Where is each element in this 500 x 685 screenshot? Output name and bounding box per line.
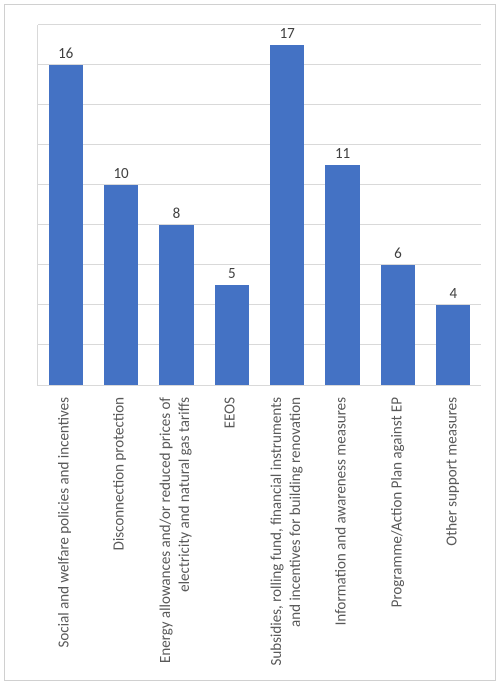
category-label-slot: Information and awareness measures xyxy=(315,393,371,672)
category-label: Disconnection protection xyxy=(111,397,130,679)
bar-slot: 11 xyxy=(315,25,370,385)
bar-rect xyxy=(104,185,138,385)
category-label: Subsidies, rolling fund, financial instr… xyxy=(268,397,306,679)
category-label-slot: Programme/Action Plan against EP xyxy=(370,393,426,672)
category-label: Other support measures xyxy=(444,397,463,679)
category-label-slot: EEOS xyxy=(204,393,260,672)
bar-rect xyxy=(159,225,193,385)
category-label: Social and welfare policies and incentiv… xyxy=(55,397,74,679)
bar-slot: 8 xyxy=(149,25,204,385)
bar-slot: 6 xyxy=(370,25,425,385)
bar-rect xyxy=(215,285,249,385)
bar-rect xyxy=(270,45,304,385)
bars-group: 16 10 8 5 17 11 6 4 xyxy=(38,25,481,385)
category-label: Information and awareness measures xyxy=(333,397,352,679)
category-label: Energy allowances and/or reduced prices … xyxy=(157,397,195,679)
bar-value-label: 10 xyxy=(93,165,148,183)
bar-value-label: 8 xyxy=(149,205,204,223)
category-label-slot: Social and welfare policies and incentiv… xyxy=(37,393,93,672)
bar-slot: 4 xyxy=(426,25,481,385)
bar-chart: 16 10 8 5 17 11 6 4 Social and welfare policies… xyxy=(4,4,496,681)
bar-value-label: 4 xyxy=(426,285,481,303)
bar-value-label: 11 xyxy=(315,145,370,163)
bar-value-label: 5 xyxy=(204,265,259,283)
bar-slot: 17 xyxy=(260,25,315,385)
bar-value-label: 17 xyxy=(260,25,315,43)
category-label-slot: Other support measures xyxy=(426,393,482,672)
bar-rect xyxy=(325,165,359,385)
bar-rect xyxy=(381,265,415,385)
category-labels: Social and welfare policies and incentiv… xyxy=(37,393,481,672)
bar-rect xyxy=(436,305,470,385)
category-label-slot: Energy allowances and/or reduced prices … xyxy=(148,393,204,672)
category-label: Programme/Action Plan against EP xyxy=(388,397,407,679)
bar-slot: 5 xyxy=(204,25,259,385)
bar-slot: 16 xyxy=(38,25,93,385)
plot-area: 16 10 8 5 17 11 6 4 xyxy=(37,25,481,386)
bar-rect xyxy=(49,65,83,385)
category-label: EEOS xyxy=(222,397,241,679)
bar-value-label: 6 xyxy=(370,245,425,263)
bar-slot: 10 xyxy=(93,25,148,385)
category-label-slot: Disconnection protection xyxy=(93,393,149,672)
category-label-slot: Subsidies, rolling fund, financial instr… xyxy=(259,393,315,672)
bar-value-label: 16 xyxy=(38,45,93,63)
